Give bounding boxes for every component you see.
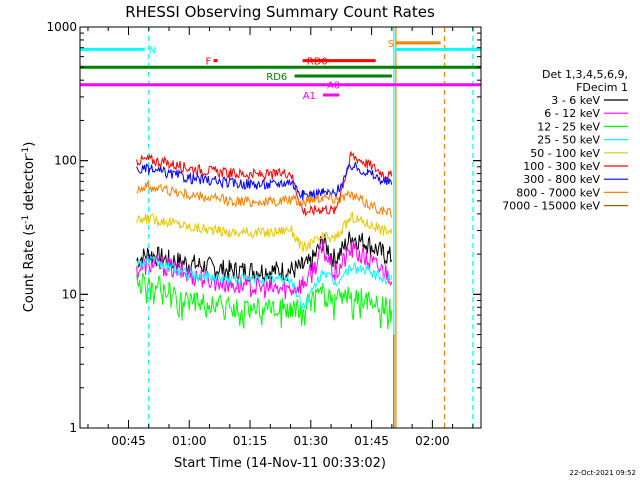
legend-header-line2: FDecim 1 xyxy=(576,81,628,94)
vertical-markers xyxy=(148,27,474,428)
legend-label-5: 100 - 300 keV xyxy=(523,160,600,173)
footer-timestamp: 22-Oct-2021 09:52 xyxy=(570,469,636,477)
flag-label-a1: A1 xyxy=(303,91,316,102)
x-axis-label: Start Time (14-Nov-11 00:33:02) xyxy=(174,456,386,471)
x-tick-label-0200: 02:00 xyxy=(415,434,450,448)
series-6-12-kev xyxy=(136,238,393,300)
y-tick-label-1: 1 xyxy=(69,421,77,435)
x-tick-label-0115: 01:15 xyxy=(233,434,268,448)
legend-header-line1: Det 1,3,4,5,6,9, xyxy=(542,68,628,81)
legend-label-6: 300 - 800 keV xyxy=(523,173,600,186)
x-tick-label-0145: 01:45 xyxy=(354,434,389,448)
legend-label-1: 6 - 12 keV xyxy=(544,107,600,120)
y-axis-label-part1: Count Rate (s xyxy=(22,224,37,313)
data-series xyxy=(136,151,395,428)
legend-label-3: 25 - 50 keV xyxy=(537,134,600,147)
series-12-25-kev xyxy=(136,272,393,330)
y-axis-label-part2: detector xyxy=(22,155,37,215)
series-100-300-kev xyxy=(136,151,393,218)
flag-label-f: F xyxy=(205,57,211,68)
x-tick-label-0100: 01:00 xyxy=(172,434,207,448)
flag-label-rd6: RD6 xyxy=(266,72,287,83)
legend-label-2: 12 - 25 keV xyxy=(537,120,600,133)
status-flags: N S F RD0 RD6 A0 A1 xyxy=(80,39,481,102)
y-axis-label-part3: ) xyxy=(22,142,37,147)
y-axis-label: Count Rate (s-1 detector-1) xyxy=(21,142,37,313)
flag-label-rd0: RD0 xyxy=(307,57,328,68)
y-tick-label-10: 10 xyxy=(62,287,77,301)
y-axis-label-sup2: -1 xyxy=(21,147,31,156)
x-tick-label-0045: 00:45 xyxy=(111,434,146,448)
y-axis-label-sup1: -1 xyxy=(21,215,31,224)
series-800-7000-kev xyxy=(136,181,393,218)
flag-label-a0: A0 xyxy=(327,81,340,92)
series-50-100-kev xyxy=(136,211,393,253)
chart-title: RHESSI Observing Summary Count Rates xyxy=(125,3,435,21)
x-tick-label-0130: 01:30 xyxy=(294,434,329,448)
legend-label-8: 7000 - 15000 keV xyxy=(502,200,600,213)
series-25-50-kev xyxy=(136,254,393,310)
flag-label-s: S xyxy=(388,39,394,50)
legend-label-0: 3 - 6 keV xyxy=(551,94,600,107)
y-axis-ticks: 1 10 100 1000 xyxy=(46,20,481,435)
legend-label-4: 50 - 100 keV xyxy=(530,147,600,160)
series-300-800-kev xyxy=(136,161,393,201)
y-tick-label-1000: 1000 xyxy=(46,20,77,34)
legend-label-7: 800 - 7000 keV xyxy=(516,186,600,199)
y-tick-label-100: 100 xyxy=(54,154,77,168)
flag-label-n: N xyxy=(149,45,156,56)
x-axis-ticks: 00:45 01:00 01:15 01:30 01:45 02:00 xyxy=(87,27,474,448)
plot-frame xyxy=(79,26,482,429)
